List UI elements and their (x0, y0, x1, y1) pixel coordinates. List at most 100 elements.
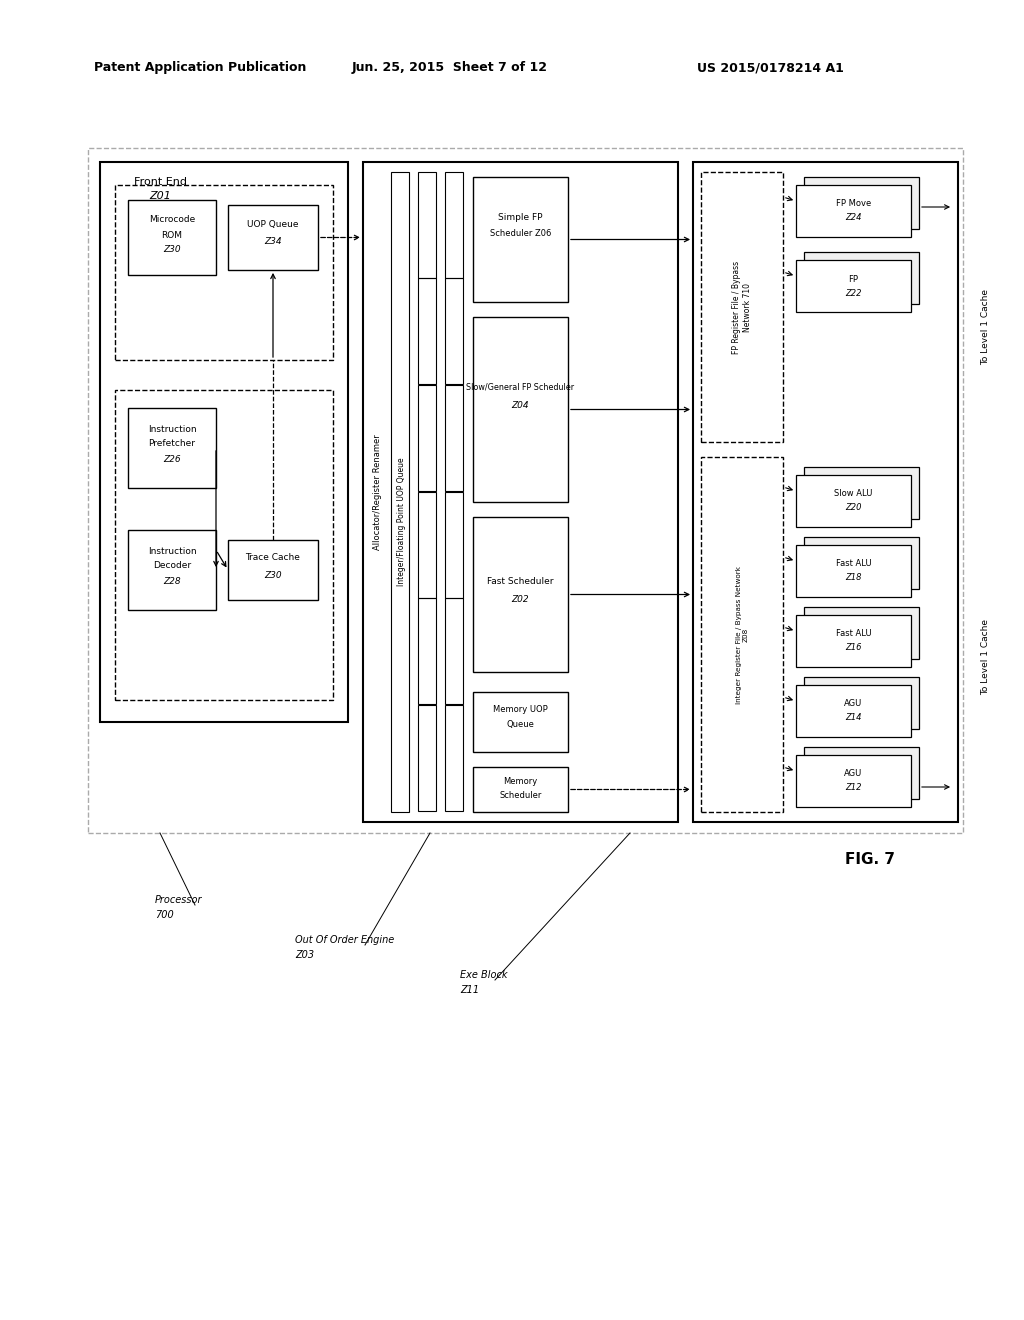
Text: Processor: Processor (155, 895, 203, 906)
Text: Instruction: Instruction (147, 425, 197, 434)
Text: Queue: Queue (507, 721, 535, 730)
Text: Z14: Z14 (845, 714, 862, 722)
Text: Z22: Z22 (845, 289, 862, 297)
Bar (796, 185, 911, 238)
Bar (115, 389, 333, 700)
Text: FIG. 7: FIG. 7 (845, 853, 895, 867)
Bar (804, 252, 919, 304)
Bar (473, 692, 568, 752)
Text: Z16: Z16 (845, 644, 862, 652)
Bar (115, 185, 333, 360)
Bar (796, 615, 911, 667)
Text: Z03: Z03 (295, 950, 314, 960)
Text: Memory UOP: Memory UOP (494, 705, 548, 714)
Text: Scheduler: Scheduler (500, 791, 542, 800)
Text: US 2015/0178214 A1: US 2015/0178214 A1 (696, 62, 844, 74)
Text: Z11: Z11 (460, 985, 479, 995)
Text: Z12: Z12 (845, 784, 862, 792)
Text: Microcode: Microcode (148, 215, 196, 224)
Bar (701, 172, 783, 442)
Text: Patent Application Publication: Patent Application Publication (94, 62, 306, 74)
Bar (418, 705, 436, 810)
Bar (88, 148, 963, 833)
Bar (445, 598, 463, 704)
Bar (445, 172, 463, 279)
Bar (418, 279, 436, 384)
Text: Instruction: Instruction (147, 548, 197, 557)
Text: FP: FP (849, 275, 858, 284)
Text: ROM: ROM (162, 231, 182, 239)
Text: Scheduler Z06: Scheduler Z06 (489, 228, 551, 238)
Bar (796, 545, 911, 597)
Bar (804, 177, 919, 228)
Bar (418, 492, 436, 598)
Bar (445, 385, 463, 491)
Text: Exe Block: Exe Block (460, 970, 508, 979)
Text: Z26: Z26 (163, 455, 181, 465)
Text: UOP Queue: UOP Queue (247, 220, 299, 230)
Bar (473, 517, 568, 672)
Bar (445, 279, 463, 384)
Bar (804, 607, 919, 659)
Text: Z20: Z20 (845, 503, 862, 512)
Text: FP Move: FP Move (836, 199, 871, 209)
Bar (796, 260, 911, 312)
Text: AGU: AGU (845, 770, 862, 779)
Bar (693, 162, 958, 822)
Text: Out Of Order Engine: Out Of Order Engine (295, 935, 394, 945)
Bar (445, 492, 463, 598)
Text: To Level 1 Cache: To Level 1 Cache (981, 289, 990, 366)
Text: Z28: Z28 (163, 578, 181, 586)
Text: Memory: Memory (504, 776, 538, 785)
Bar (473, 177, 568, 302)
Text: Z30: Z30 (264, 570, 282, 579)
Bar (796, 685, 911, 737)
Bar (796, 475, 911, 527)
Text: Fast Scheduler: Fast Scheduler (487, 578, 554, 586)
Text: Jun. 25, 2015  Sheet 7 of 12: Jun. 25, 2015 Sheet 7 of 12 (352, 62, 548, 74)
Text: Z01: Z01 (150, 191, 171, 201)
Bar (804, 677, 919, 729)
Text: Front End: Front End (133, 177, 186, 187)
Bar (445, 705, 463, 810)
Bar (473, 767, 568, 812)
Text: Z02: Z02 (512, 594, 529, 603)
Text: 700: 700 (155, 909, 174, 920)
Bar (804, 747, 919, 799)
Text: Fast ALU: Fast ALU (836, 560, 871, 569)
Bar (128, 531, 216, 610)
Text: Z04: Z04 (512, 400, 529, 409)
Text: Integer Register File / Bypass Network
Z08: Integer Register File / Bypass Network Z… (735, 565, 749, 704)
Text: AGU: AGU (845, 700, 862, 709)
Text: Prefetcher: Prefetcher (148, 440, 196, 449)
Bar (804, 537, 919, 589)
Bar (701, 457, 783, 812)
Text: FP Register File / Bypass
Network 710: FP Register File / Bypass Network 710 (732, 260, 752, 354)
Bar (418, 172, 436, 279)
Text: Z18: Z18 (845, 573, 862, 582)
Bar (228, 540, 318, 601)
Bar (391, 172, 409, 812)
Text: Decoder: Decoder (153, 561, 191, 570)
Bar (473, 317, 568, 502)
Bar (418, 385, 436, 491)
Text: Slow/General FP Scheduler: Slow/General FP Scheduler (467, 383, 574, 392)
Bar (100, 162, 348, 722)
Bar (128, 201, 216, 275)
Text: To Level 1 Cache: To Level 1 Cache (981, 619, 990, 696)
Text: Slow ALU: Slow ALU (835, 490, 872, 499)
Bar (796, 755, 911, 807)
Text: Z24: Z24 (845, 214, 862, 223)
Bar (228, 205, 318, 271)
Bar (804, 467, 919, 519)
Bar (418, 598, 436, 704)
Text: Allocator/Register Renamer: Allocator/Register Renamer (373, 434, 382, 550)
Text: Trace Cache: Trace Cache (246, 553, 300, 562)
Text: Integer/Floating Point UOP Queue: Integer/Floating Point UOP Queue (396, 458, 406, 586)
Text: Simple FP: Simple FP (499, 213, 543, 222)
Bar (128, 408, 216, 488)
Text: Z30: Z30 (163, 246, 181, 255)
Text: Fast ALU: Fast ALU (836, 630, 871, 639)
Text: Z34: Z34 (264, 238, 282, 247)
Bar (362, 162, 678, 822)
